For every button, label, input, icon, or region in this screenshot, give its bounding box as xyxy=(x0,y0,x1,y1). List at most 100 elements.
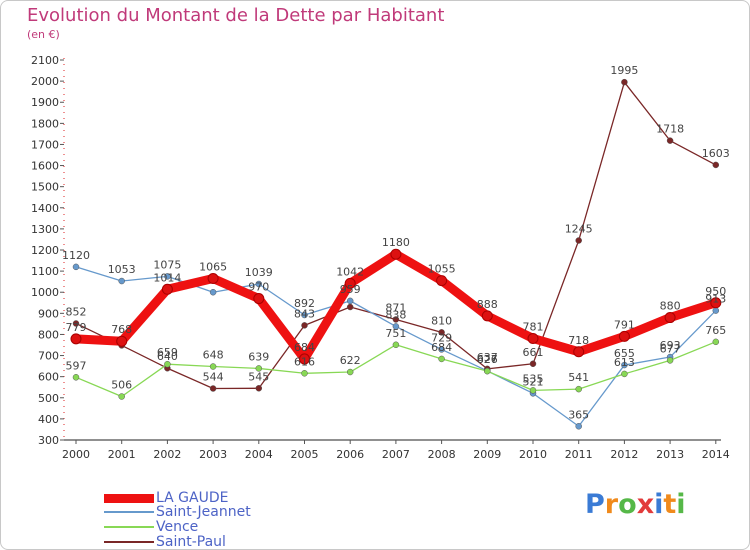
y-tick-label: 1000 xyxy=(31,286,59,299)
data-label: 1053 xyxy=(108,263,136,276)
data-point xyxy=(712,338,720,346)
y-tick-label: 1600 xyxy=(31,160,59,173)
data-point xyxy=(255,365,263,372)
chart-subtitle: (en €) xyxy=(27,28,60,41)
y-tick-label: 600 xyxy=(38,371,59,384)
data-point xyxy=(666,137,674,144)
x-tick-label: 2011 xyxy=(565,448,593,461)
data-point xyxy=(346,368,354,376)
legend-swatch xyxy=(104,493,154,503)
data-point xyxy=(161,283,173,295)
x-tick-label: 2007 xyxy=(382,448,410,461)
data-label: 791 xyxy=(614,318,635,331)
data-point xyxy=(164,273,171,280)
data-label: 888 xyxy=(477,298,498,311)
data-label: 616 xyxy=(294,355,315,368)
data-point xyxy=(621,78,628,86)
data-label: 1075 xyxy=(153,258,181,271)
data-label: 637 xyxy=(477,351,498,364)
y-tick-label: 900 xyxy=(38,307,59,320)
y-tick-label: 2100 xyxy=(31,54,59,67)
data-label: 838 xyxy=(385,308,406,321)
logo-letter: o xyxy=(618,489,637,520)
logo-letter: t xyxy=(663,489,677,520)
data-label: 892 xyxy=(294,297,315,310)
data-point xyxy=(207,273,219,284)
y-tick-label: 1100 xyxy=(31,265,59,278)
data-point xyxy=(209,363,217,370)
data-label: 729 xyxy=(431,331,452,344)
data-point xyxy=(618,330,630,342)
data-point xyxy=(118,393,125,400)
data-label: 639 xyxy=(248,350,269,363)
x-tick-label: 2004 xyxy=(245,448,273,461)
data-point xyxy=(346,303,354,311)
data-point xyxy=(392,316,400,323)
x-tick-label: 2000 xyxy=(62,448,90,461)
data-label: 640 xyxy=(157,350,178,363)
data-label: 684 xyxy=(431,341,452,354)
proxiti-logo: Proxiti xyxy=(585,489,686,520)
legend-swatch xyxy=(104,541,154,543)
data-label: 684 xyxy=(294,341,315,354)
chart-title: Evolution du Montant de la Dette par Hab… xyxy=(27,5,445,26)
y-tick-label: 700 xyxy=(38,350,59,363)
x-tick-label: 2014 xyxy=(702,448,730,461)
data-point xyxy=(118,277,125,285)
data-point xyxy=(573,346,585,358)
data-point xyxy=(438,355,445,363)
data-label: 1042 xyxy=(336,265,364,278)
data-point xyxy=(72,263,80,271)
data-point xyxy=(527,332,539,344)
data-point xyxy=(164,360,171,368)
data-point xyxy=(72,374,80,381)
data-label: 661 xyxy=(523,346,544,359)
data-label: 1120 xyxy=(62,249,90,262)
data-point xyxy=(575,237,582,244)
data-label: 627 xyxy=(477,353,498,366)
logo-letter: i xyxy=(676,489,686,520)
data-point xyxy=(666,357,674,364)
data-label: 626 xyxy=(477,353,498,366)
data-label: 843 xyxy=(294,307,315,320)
data-point xyxy=(209,288,217,296)
legend-swatch xyxy=(104,526,154,528)
logo-letter: P xyxy=(585,489,605,520)
data-point xyxy=(710,297,722,309)
data-label: 751 xyxy=(385,327,406,340)
y-tick-label: 300 xyxy=(38,434,59,447)
data-label: 622 xyxy=(340,354,361,367)
data-point xyxy=(529,360,537,368)
data-label: 693 xyxy=(660,339,681,352)
data-label: 1718 xyxy=(656,123,684,136)
x-tick-label: 2012 xyxy=(610,448,638,461)
data-label: 1039 xyxy=(245,266,273,279)
data-label: 718 xyxy=(568,334,589,347)
data-label: 950 xyxy=(705,285,726,298)
data-point xyxy=(301,370,308,377)
data-label: 779 xyxy=(66,321,87,334)
data-point xyxy=(346,297,354,305)
data-label: 544 xyxy=(203,370,224,383)
data-label: 781 xyxy=(523,320,544,333)
data-label: 365 xyxy=(568,408,589,421)
data-label: 768 xyxy=(111,323,132,336)
data-label: 655 xyxy=(614,347,635,360)
data-label: 597 xyxy=(66,359,87,372)
data-label: 535 xyxy=(523,372,544,385)
data-label: 677 xyxy=(660,342,681,355)
data-label: 1055 xyxy=(428,263,456,276)
x-tick-label: 2001 xyxy=(108,448,136,461)
data-point xyxy=(253,293,265,305)
y-tick-label: 1300 xyxy=(31,223,59,236)
legend-label: Saint-Jeannet xyxy=(156,504,251,520)
data-label: 871 xyxy=(385,301,406,314)
data-label: 613 xyxy=(614,356,635,369)
legend-label: Saint-Paul xyxy=(156,534,226,550)
data-point xyxy=(712,161,720,169)
data-point xyxy=(301,311,308,319)
data-point xyxy=(299,353,310,365)
data-point xyxy=(664,312,676,324)
data-label: 1180 xyxy=(382,236,410,249)
